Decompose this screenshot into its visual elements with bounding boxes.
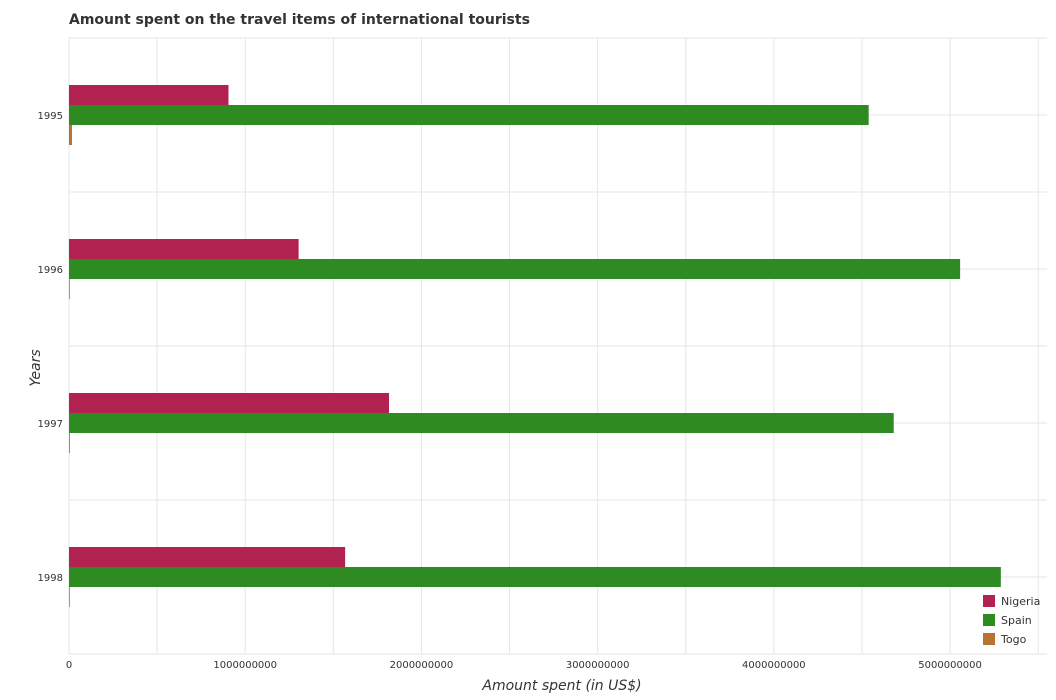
bar-nigeria-1995 <box>69 85 229 105</box>
x-tick-labels: 0 1000000000 2000000000 3000000000 400000000… <box>66 660 982 671</box>
x-tick-label: 5000000000 <box>918 660 982 671</box>
bar-nigeria-1997 <box>69 393 390 413</box>
legend-swatch-togo <box>983 633 995 645</box>
x-tick-label: 4000000000 <box>742 660 806 671</box>
x-axis-label: Amount spent (in US$) <box>481 678 641 694</box>
legend-swatch-spain <box>983 614 995 626</box>
bar-spain-1995 <box>69 105 869 125</box>
legend-label-nigeria: Nigeria <box>1001 595 1040 608</box>
bar-spain-1998 <box>69 567 1001 587</box>
legend: Nigeria Spain Togo <box>983 595 1040 646</box>
bar-spain-1997 <box>69 413 894 433</box>
bar-togo-1997 <box>69 433 70 453</box>
bar-spain-1996 <box>69 259 961 279</box>
bar-togo-1996 <box>69 279 70 299</box>
bar-nigeria-1998 <box>69 547 346 567</box>
y-tick-label: 1998 <box>38 573 63 584</box>
chart-title: Amount spent on the travel items of inte… <box>69 12 530 28</box>
y-tick-label: 1995 <box>38 111 63 122</box>
y-axis-label: Years <box>28 349 44 386</box>
y-tick-labels: 1995 1996 1997 1998 <box>38 111 63 584</box>
legend-label-togo: Togo <box>1000 633 1027 646</box>
bar-togo-1998 <box>69 587 70 607</box>
bars <box>69 85 1001 607</box>
x-tick-label: 2000000000 <box>390 660 454 671</box>
x-tick-label: 0 <box>66 660 72 671</box>
bar-togo-1995 <box>69 125 72 145</box>
x-tick-label: 1000000000 <box>213 660 277 671</box>
y-tick-label: 1996 <box>38 265 63 276</box>
legend-label-spain: Spain <box>1001 614 1032 627</box>
y-tick-label: 1997 <box>38 419 63 430</box>
x-tick-label: 3000000000 <box>566 660 630 671</box>
bar-nigeria-1996 <box>69 239 299 259</box>
legend-swatch-nigeria <box>983 595 995 607</box>
